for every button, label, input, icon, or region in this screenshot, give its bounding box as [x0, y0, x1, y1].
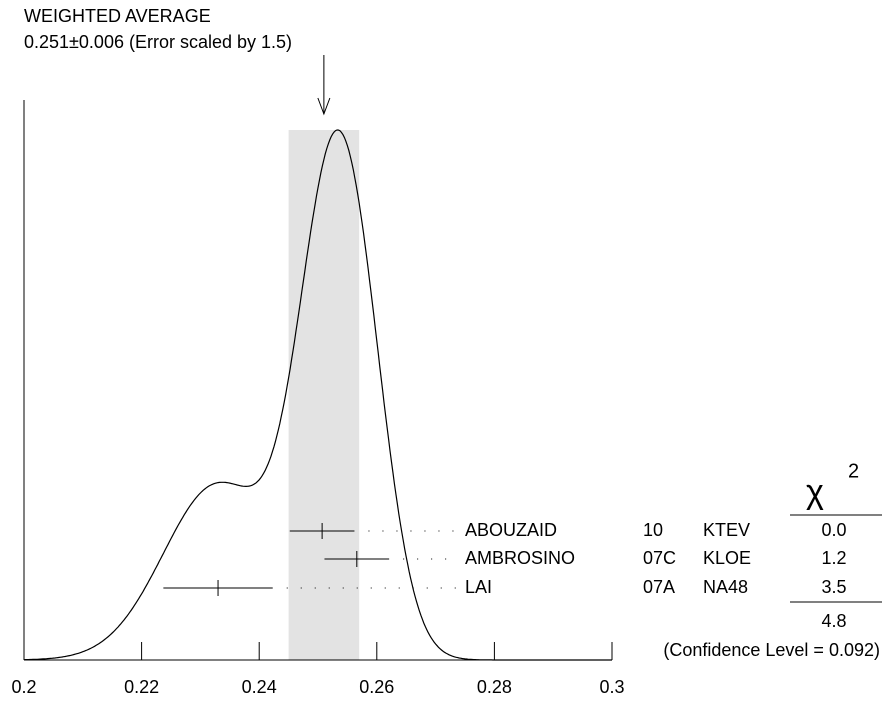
chi2-power: 2	[848, 460, 859, 482]
x-tick-label: 0.26	[359, 677, 394, 697]
confidence-level: (Confidence Level = 0.092)	[663, 640, 880, 660]
experiment: KLOE	[703, 548, 751, 568]
experiment: KTEV	[703, 520, 750, 540]
author: LAI	[465, 577, 492, 597]
year: 07A	[643, 577, 675, 597]
chi2: 0.0	[821, 520, 846, 540]
experiment: NA48	[703, 577, 748, 597]
chi2: 1.2	[821, 548, 846, 568]
chi2-total: 4.8	[821, 611, 846, 631]
chart-subtitle: 0.251±0.006 (Error scaled by 1.5)	[24, 32, 292, 52]
year: 10	[643, 520, 663, 540]
x-tick-label: 0.28	[477, 677, 512, 697]
average-band	[288, 130, 360, 660]
average-arrow-head	[317, 97, 331, 116]
chi2: 3.5	[821, 577, 846, 597]
chi2-symbol: χ	[806, 473, 824, 511]
year: 07C	[643, 548, 676, 568]
x-tick-label: 0.22	[124, 677, 159, 697]
x-tick-label: 0.2	[11, 677, 36, 697]
author: ABOUZAID	[465, 520, 557, 540]
ideogram-curve	[23, 129, 612, 661]
x-tick-label: 0.3	[599, 677, 624, 697]
chart-title: WEIGHTED AVERAGE	[24, 6, 211, 26]
x-tick-label: 0.24	[242, 677, 277, 697]
author: AMBROSINO	[465, 548, 575, 568]
